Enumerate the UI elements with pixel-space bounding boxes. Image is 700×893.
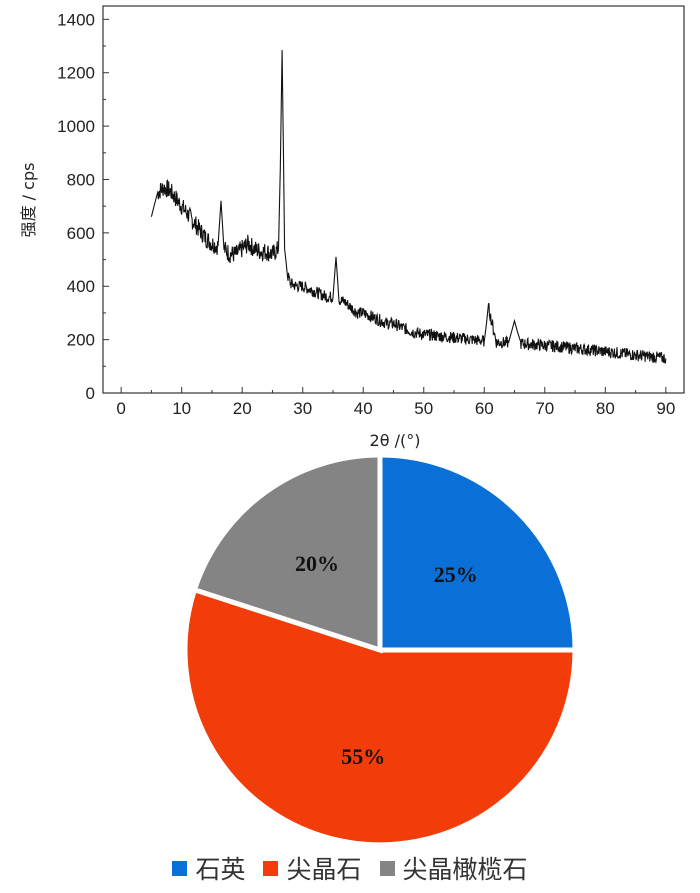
x-tick-label: 30 (293, 399, 312, 418)
x-tick-label: 80 (596, 399, 615, 418)
xrd-series-line (150, 49, 667, 364)
legend-swatch-quartz (172, 860, 188, 876)
pie-slice-quartz (377, 455, 578, 653)
y-tick-label: 0 (86, 384, 95, 403)
legend-item-spinel: 尖晶石 (263, 850, 362, 886)
y-tick-label: 1000 (57, 117, 95, 136)
pie-percent-label: 55% (341, 744, 385, 769)
y-axis-label: 强度 / cps (19, 163, 38, 238)
legend-label-spinel: 尖晶石 (286, 855, 362, 884)
y-tick-label: 1200 (57, 64, 95, 83)
x-tick-label: 50 (414, 399, 433, 418)
y-tick-label: 400 (67, 277, 95, 296)
pie-slice-spinel-olivine (191, 455, 383, 654)
y-tick-label: 600 (67, 224, 95, 243)
phase-pie-chart: 25% 55% 20% (182, 455, 578, 845)
x-tick-label: 70 (535, 399, 554, 418)
pie-slice-spinel (182, 586, 578, 845)
xrd-line-chart: 0 10 20 30 40 50 60 70 80 90 0 200 400 600 800 1000 1200… (19, 5, 685, 450)
pie-percent-label: 20% (295, 551, 339, 576)
pie-legend: 石英 尖晶石 尖晶橄榄石 (0, 848, 700, 888)
y-tick-label: 1400 (57, 10, 95, 29)
x-tick-label: 60 (475, 399, 494, 418)
legend-item-spinel-olivine: 尖晶橄榄石 (379, 850, 528, 886)
x-tick-label: 40 (354, 399, 373, 418)
legend-label-spinel-olivine: 尖晶橄榄石 (402, 855, 528, 884)
y-tick-label: 200 (67, 331, 95, 350)
y-tick-label: 800 (67, 170, 95, 189)
x-axis-label: 2θ /(°) (370, 431, 421, 450)
legend-swatch-spinel-olivine (379, 860, 395, 876)
legend-label-quartz: 石英 (195, 855, 246, 884)
legend-item-quartz: 石英 (172, 850, 245, 886)
x-tick-label: 10 (172, 399, 191, 418)
legend-swatch-spinel (263, 860, 279, 876)
plot-frame (102, 5, 685, 394)
x-tick-label: 90 (656, 399, 675, 418)
pie-percent-label: 25% (434, 562, 478, 587)
x-tick-label: 20 (233, 399, 252, 418)
x-tick-label: 0 (116, 399, 125, 418)
